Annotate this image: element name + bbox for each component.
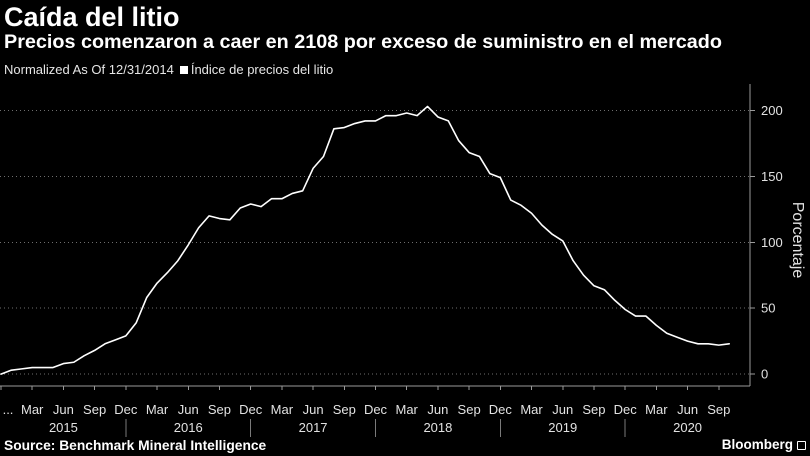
x-tick-label-month: Mar: [645, 402, 668, 417]
x-tick-label-month: Jun: [677, 402, 698, 417]
y-tick-label: 200: [761, 103, 783, 118]
legend-swatch: [179, 66, 188, 74]
x-tick-label-month: Jun: [552, 402, 573, 417]
x-tick-label-month: Sep: [208, 402, 231, 417]
x-tick-label-month: Jun: [427, 402, 448, 417]
y-tick-label: 0: [761, 367, 768, 382]
x-tick-label-month: Mar: [520, 402, 543, 417]
x-tick-label-year: 2018: [423, 420, 452, 435]
x-tick-label-year: 2019: [548, 420, 577, 435]
x-tick-label-year: 2020: [673, 420, 702, 435]
x-tick-label-month: Sep: [83, 402, 106, 417]
x-tick-label-month: Sep: [458, 402, 481, 417]
x-tick-label-year: 2015: [49, 420, 78, 435]
legend: Normalized As Of 12/31/2014 Índice de pr…: [4, 62, 333, 78]
brand: Bloomberg: [722, 437, 806, 453]
x-tick-label-month: Jun: [303, 402, 324, 417]
legend-label: Índice de precios del litio: [190, 62, 334, 77]
x-tick-label-month: Dec: [239, 402, 263, 417]
x-tick-label-month: Jun: [178, 402, 199, 417]
x-tick-label-year: 2016: [174, 420, 203, 435]
y-tick-label: 150: [761, 169, 783, 184]
x-tick-label-year: 2017: [299, 420, 328, 435]
x-tick-label-month: Dec: [114, 402, 138, 417]
x-tick-label-month: Sep: [333, 402, 356, 417]
brand-name: Bloomberg: [721, 437, 793, 452]
x-tick-label-month: Dec: [489, 402, 513, 417]
source-note: Source: Benchmark Mineral Intelligence: [4, 438, 267, 453]
x-tick-label-month: Dec: [364, 402, 388, 417]
x-tick-label-month: Sep: [582, 402, 605, 417]
series-line: [0, 105, 730, 375]
x-tick-label-month: Sep: [707, 402, 730, 417]
x-tick-label-month: ...: [3, 402, 14, 417]
x-tick-label-month: Mar: [146, 402, 169, 417]
chart-title: Caída del litio: [4, 2, 180, 32]
x-tick-label-month: Dec: [614, 402, 638, 417]
x-tick-label-month: Jun: [53, 402, 74, 417]
y-tick-label: 50: [761, 301, 775, 316]
x-tick-label-month: Mar: [21, 402, 44, 417]
x-tick-label-month: Mar: [271, 402, 294, 417]
normalization-note: Normalized As Of 12/31/2014: [4, 62, 174, 77]
bloomberg-logo-icon: [797, 440, 806, 450]
x-tick-label-month: Mar: [396, 402, 419, 417]
y-axis-title: Porcentaje: [789, 202, 806, 279]
y-tick-label: 100: [761, 235, 783, 250]
chart-subtitle: Precios comenzaron a caer en 2108 por ex…: [4, 31, 722, 53]
